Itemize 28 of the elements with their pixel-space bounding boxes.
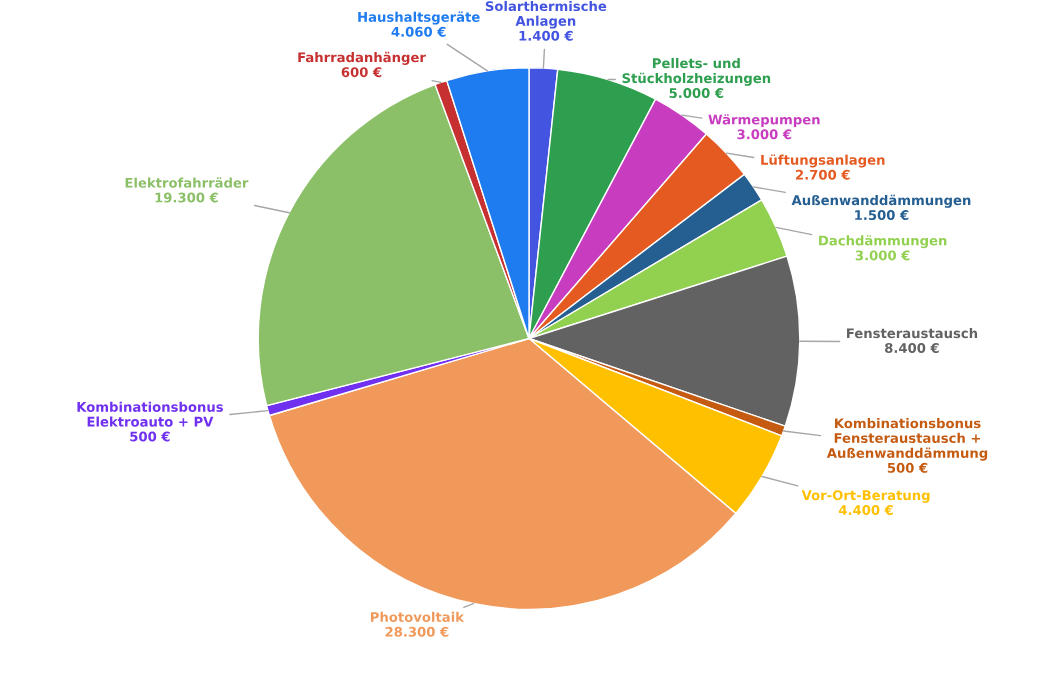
slice-label: Kombinationsbonus Fensteraustausch + Außenwanddämmung <box>826 417 988 461</box>
slice-label: Vor-Ort-Beratung <box>801 490 930 503</box>
slice-label: Wärmepumpen <box>708 114 820 128</box>
data-label: 500 € <box>887 462 928 473</box>
slice-label: Photovoltaik <box>370 611 465 622</box>
data-label: 1.400 € <box>519 30 573 41</box>
slice-label: Dachdämmungen <box>819 235 947 249</box>
data-label: 4.400 € <box>838 505 893 516</box>
slice-label: Elektrofahrräder <box>125 177 249 188</box>
slice-label: Pellets- und Stückholzheizungen <box>622 57 771 86</box>
data-label: 1.500 € <box>855 210 909 221</box>
slice-label: Solarthermische Anlagen <box>485 0 607 29</box>
slice-label: Lüftungsanlagen <box>761 154 885 168</box>
data-label: 5.000 € <box>669 88 724 99</box>
data-label: 500 € <box>130 431 170 442</box>
data-label: 3.000 € <box>855 250 910 261</box>
data-label: 19.300 € <box>155 192 218 203</box>
slice-label: Fahrradanhänger <box>298 51 426 65</box>
slice-label: Kombinationsbonus Elektroauto + PV <box>77 401 223 427</box>
slice-label: Fensteraustausch <box>847 327 978 339</box>
data-label: 28.300 € <box>385 626 449 637</box>
data-label: 4.060 € <box>391 26 446 37</box>
data-label: 2.700 € <box>796 169 850 180</box>
data-label: 600 € <box>341 67 382 78</box>
slice-label: Außenwanddämmungen <box>791 194 971 208</box>
data-label: 3.000 € <box>737 129 792 140</box>
data-label: 8.400 € <box>885 342 939 353</box>
slice-label: Haushaltsgeräte <box>358 11 480 25</box>
